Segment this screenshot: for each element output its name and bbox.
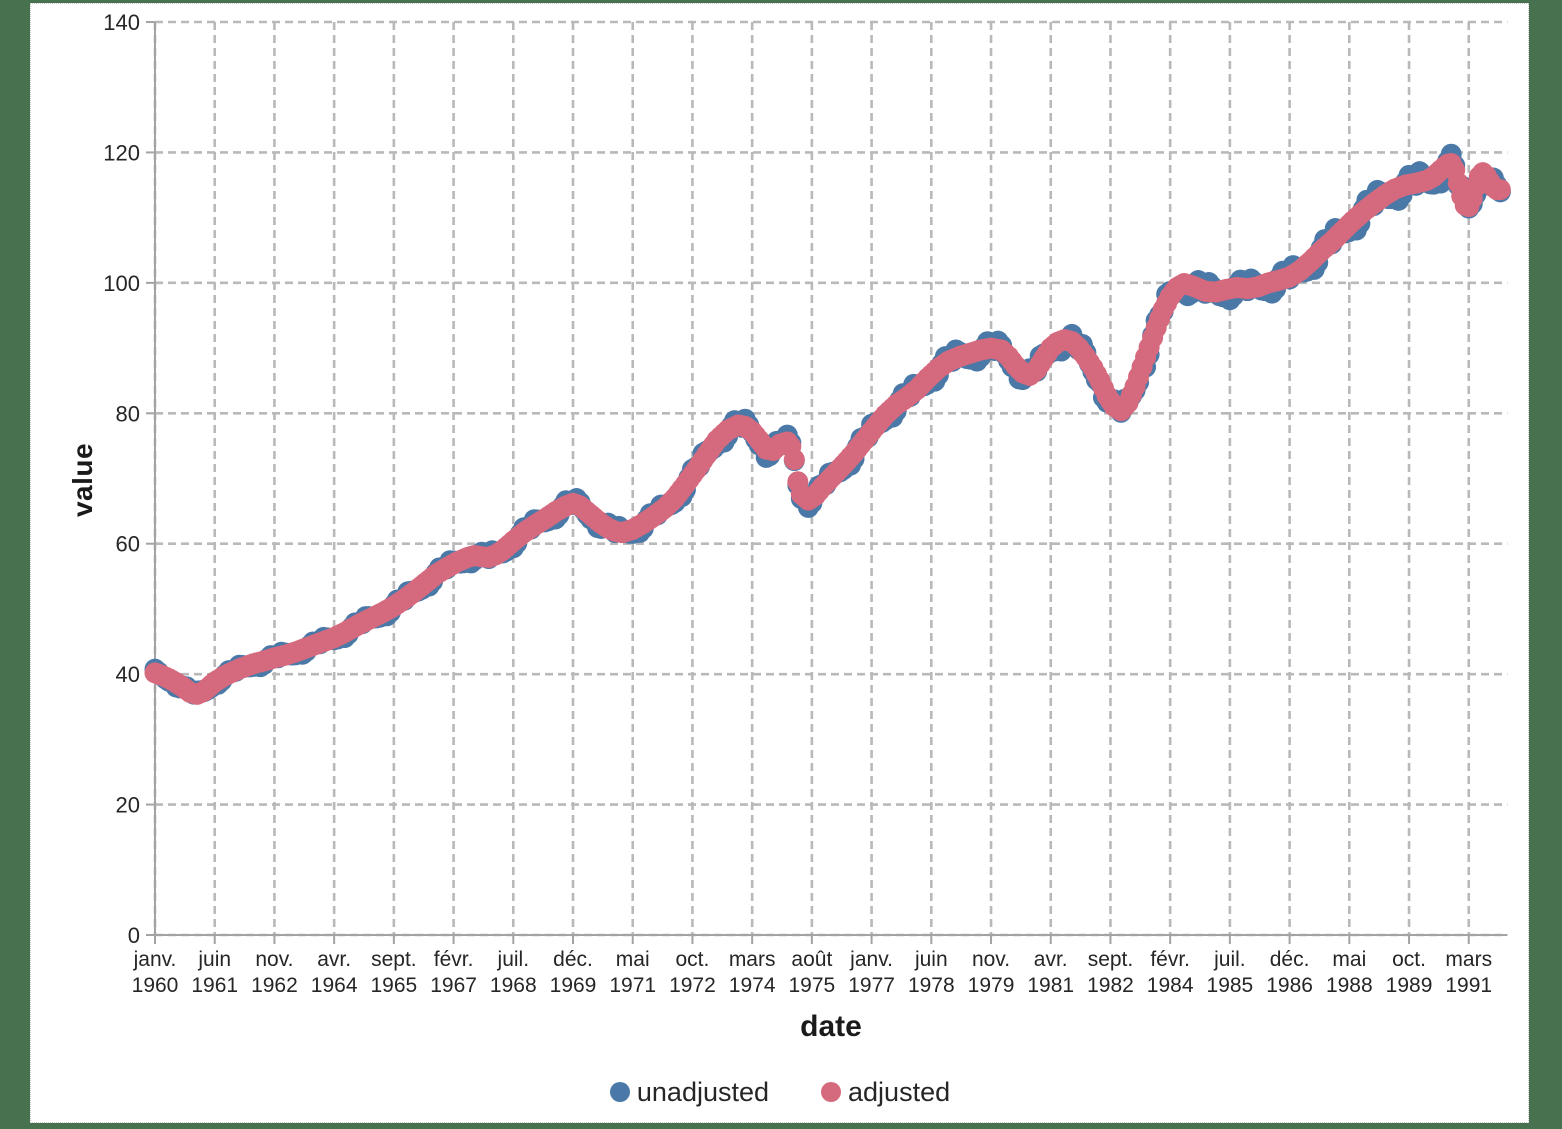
- legend-item-unadjusted[interactable]: unadjusted: [609, 1076, 770, 1108]
- svg-text:1977: 1977: [848, 974, 895, 997]
- svg-text:80: 80: [116, 401, 140, 426]
- svg-text:mai: mai: [616, 948, 650, 971]
- svg-text:1986: 1986: [1266, 974, 1313, 997]
- svg-text:1965: 1965: [371, 974, 418, 997]
- svg-text:nov.: nov.: [255, 948, 293, 971]
- legend-label-adjusted: adjusted: [848, 1076, 951, 1107]
- svg-text:1982: 1982: [1087, 974, 1134, 997]
- svg-text:1988: 1988: [1326, 974, 1373, 997]
- legend-item-adjusted[interactable]: adjusted: [821, 1077, 950, 1108]
- svg-text:1972: 1972: [669, 974, 716, 997]
- unadjusted-series-marker-icon: [609, 1082, 630, 1102]
- svg-text:1984: 1984: [1147, 974, 1194, 997]
- svg-text:avr.: avr.: [317, 948, 351, 971]
- svg-text:1981: 1981: [1027, 974, 1074, 997]
- svg-text:mars: mars: [1445, 948, 1492, 971]
- svg-text:sept.: sept.: [1088, 948, 1134, 971]
- svg-text:1978: 1978: [908, 974, 955, 997]
- svg-text:1974: 1974: [729, 974, 776, 997]
- svg-text:juin: juin: [197, 948, 231, 971]
- svg-text:1971: 1971: [609, 974, 656, 997]
- svg-text:juin: juin: [914, 948, 948, 971]
- svg-text:sept.: sept.: [371, 948, 417, 971]
- svg-text:mai: mai: [1332, 948, 1366, 971]
- svg-text:1991: 1991: [1445, 974, 1492, 997]
- svg-text:août: août: [791, 948, 832, 971]
- chart-panel: [30, 3, 1529, 1123]
- svg-text:juil.: juil.: [497, 948, 530, 971]
- svg-text:20: 20: [116, 793, 140, 818]
- svg-text:60: 60: [116, 532, 140, 557]
- svg-text:1989: 1989: [1386, 974, 1433, 997]
- svg-text:1964: 1964: [311, 974, 358, 997]
- svg-text:janv.: janv.: [849, 948, 893, 971]
- svg-text:oct.: oct.: [1392, 948, 1426, 971]
- legend-label-unadjusted: unadjusted: [636, 1076, 770, 1107]
- svg-text:févr.: févr.: [434, 948, 474, 971]
- svg-text:0: 0: [128, 923, 140, 948]
- svg-text:mars: mars: [729, 948, 776, 971]
- x-axis-title: date: [800, 1010, 862, 1043]
- svg-text:janv.: janv.: [133, 948, 177, 971]
- svg-text:oct.: oct.: [676, 948, 710, 971]
- svg-text:déc.: déc.: [1270, 948, 1310, 971]
- svg-text:100: 100: [103, 271, 140, 296]
- svg-text:140: 140: [103, 10, 140, 35]
- svg-text:1975: 1975: [789, 974, 836, 997]
- svg-text:1960: 1960: [132, 974, 179, 997]
- y-axis-title: value: [67, 442, 98, 518]
- svg-text:déc.: déc.: [553, 948, 593, 971]
- svg-text:1962: 1962: [251, 974, 298, 997]
- svg-text:1961: 1961: [191, 974, 238, 997]
- svg-text:juil.: juil.: [1213, 948, 1246, 971]
- svg-text:1967: 1967: [430, 974, 477, 997]
- svg-text:nov.: nov.: [972, 948, 1010, 971]
- svg-text:120: 120: [103, 140, 140, 165]
- svg-text:1979: 1979: [968, 974, 1015, 997]
- svg-text:40: 40: [116, 662, 140, 687]
- svg-text:1968: 1968: [490, 974, 537, 997]
- svg-text:févr.: févr.: [1150, 948, 1190, 971]
- adjusted-series-marker-icon: [821, 1082, 842, 1102]
- svg-text:1985: 1985: [1207, 974, 1254, 997]
- svg-text:1969: 1969: [550, 974, 597, 997]
- legend: unadjusted adjusted: [30, 1072, 1530, 1112]
- svg-text:avr.: avr.: [1034, 948, 1068, 971]
